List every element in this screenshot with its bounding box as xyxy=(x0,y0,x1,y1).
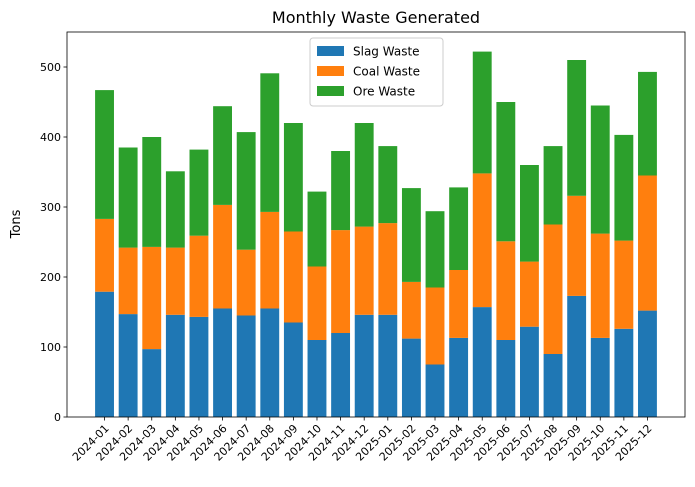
bar-slag-waste-2025-05 xyxy=(472,307,492,417)
bar-slag-waste-2024-06 xyxy=(213,308,232,417)
legend-label: Coal Waste xyxy=(353,65,420,79)
legend-swatch xyxy=(317,66,344,76)
bar-slag-waste-2025-01 xyxy=(378,314,398,417)
bar-slag-waste-2025-02 xyxy=(401,338,421,417)
bar-slag-waste-2024-04 xyxy=(165,314,185,417)
bar-coal-waste-2024-09 xyxy=(283,231,303,323)
bar-slag-waste-2025-03 xyxy=(425,364,445,417)
bar-slag-waste-2024-10 xyxy=(307,340,327,417)
bar-slag-waste-2024-08 xyxy=(260,308,280,417)
bar-ore-waste-2024-11 xyxy=(331,151,351,231)
bar-slag-waste-2024-09 xyxy=(283,322,303,417)
bar-coal-waste-2025-05 xyxy=(472,173,492,308)
bar-coal-waste-2025-01 xyxy=(378,223,398,315)
bar-ore-waste-2024-04 xyxy=(165,171,185,248)
bar-coal-waste-2025-03 xyxy=(425,287,445,365)
bar-ore-waste-2025-01 xyxy=(378,146,398,224)
bar-slag-waste-2024-02 xyxy=(118,314,138,417)
bar-slag-waste-2025-12 xyxy=(638,310,657,417)
bar-ore-waste-2025-04 xyxy=(449,187,469,270)
bar-ore-waste-2024-05 xyxy=(189,149,209,236)
y-axis-label: Tons xyxy=(9,209,24,239)
bar-coal-waste-2024-12 xyxy=(354,226,374,315)
bar-slag-waste-2024-01 xyxy=(95,291,114,417)
y-tick-label: 0 xyxy=(54,411,61,424)
bar-coal-waste-2025-04 xyxy=(449,270,469,338)
bar-ore-waste-2024-10 xyxy=(307,191,327,267)
y-tick-label: 500 xyxy=(40,61,61,74)
bar-slag-waste-2025-11 xyxy=(614,328,634,417)
bar-slag-waste-2024-05 xyxy=(189,316,209,417)
bar-slag-waste-2025-04 xyxy=(449,337,469,417)
legend-swatch xyxy=(317,46,344,56)
bar-ore-waste-2024-06 xyxy=(213,106,232,205)
bar-coal-waste-2025-10 xyxy=(590,233,610,338)
bar-slag-waste-2024-11 xyxy=(331,333,351,417)
bar-slag-waste-2025-07 xyxy=(520,326,539,417)
bar-coal-waste-2025-06 xyxy=(496,241,516,340)
bar-ore-waste-2025-12 xyxy=(638,71,657,176)
bar-ore-waste-2025-06 xyxy=(496,102,516,242)
bar-slag-waste-2024-12 xyxy=(354,314,374,417)
bar-ore-waste-2025-11 xyxy=(614,134,634,241)
chart-title: Monthly Waste Generated xyxy=(272,8,480,27)
bar-coal-waste-2025-09 xyxy=(567,195,587,296)
bar-ore-waste-2024-03 xyxy=(142,137,162,247)
bar-ore-waste-2024-08 xyxy=(260,73,280,212)
y-tick-label: 200 xyxy=(40,271,61,284)
bar-ore-waste-2025-07 xyxy=(520,165,539,262)
bar-ore-waste-2024-01 xyxy=(95,90,114,219)
y-tick-label: 100 xyxy=(40,341,61,354)
bar-ore-waste-2025-09 xyxy=(567,60,587,196)
bar-slag-waste-2025-09 xyxy=(567,295,587,417)
bar-coal-waste-2025-02 xyxy=(401,281,421,339)
legend-label: Ore Waste xyxy=(353,85,415,99)
bar-coal-waste-2025-11 xyxy=(614,240,634,329)
bar-ore-waste-2024-12 xyxy=(354,123,374,227)
bar-ore-waste-2025-02 xyxy=(401,188,421,282)
bar-ore-waste-2025-10 xyxy=(590,105,610,234)
y-tick-label: 400 xyxy=(40,131,61,144)
bar-slag-waste-2024-03 xyxy=(142,349,162,417)
bar-ore-waste-2024-02 xyxy=(118,147,138,248)
y-tick-label: 300 xyxy=(40,201,61,214)
bar-ore-waste-2024-07 xyxy=(236,132,256,250)
bar-coal-waste-2024-11 xyxy=(331,230,351,333)
bar-coal-waste-2025-07 xyxy=(520,261,539,327)
bar-coal-waste-2024-04 xyxy=(165,247,185,315)
bar-coal-waste-2025-08 xyxy=(543,224,563,354)
bar-coal-waste-2024-10 xyxy=(307,266,327,340)
bar-slag-waste-2025-08 xyxy=(543,354,563,417)
bar-coal-waste-2025-12 xyxy=(638,175,657,311)
axes-frame xyxy=(66,31,686,418)
legend: Slag Waste Coal Waste Ore Waste xyxy=(309,37,444,107)
bar-ore-waste-2025-08 xyxy=(543,146,563,225)
bar-coal-waste-2024-07 xyxy=(236,249,256,316)
legend-label: Slag Waste xyxy=(353,45,420,59)
bar-coal-waste-2024-03 xyxy=(142,246,162,350)
bar-slag-waste-2024-07 xyxy=(236,315,256,417)
bar-coal-waste-2024-01 xyxy=(95,218,114,292)
legend-swatch xyxy=(317,86,344,96)
bar-coal-waste-2024-05 xyxy=(189,235,209,317)
bar-slag-waste-2025-10 xyxy=(590,337,610,417)
bar-coal-waste-2024-06 xyxy=(213,204,232,309)
bar-ore-waste-2025-05 xyxy=(472,51,492,174)
bar-ore-waste-2024-09 xyxy=(283,123,303,232)
bar-ore-waste-2025-03 xyxy=(425,211,445,288)
bar-coal-waste-2024-08 xyxy=(260,211,280,309)
bar-coal-waste-2024-02 xyxy=(118,247,138,315)
bar-slag-waste-2025-06 xyxy=(496,340,516,417)
